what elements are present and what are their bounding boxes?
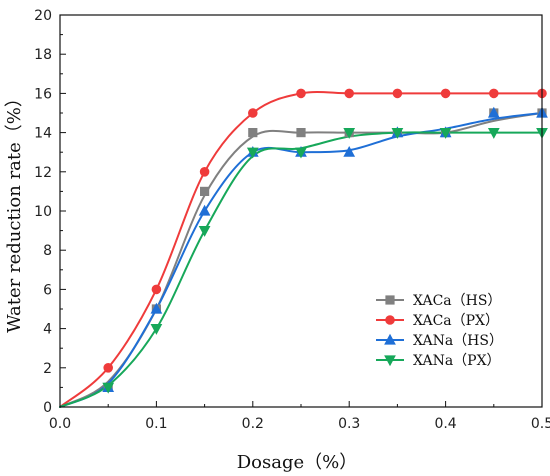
y-tick-label: 18 [34,47,52,63]
legend-label-1: XACa（PX） [413,313,499,329]
y-tick-label: 16 [34,86,52,102]
y-tick-label: 8 [43,243,52,259]
data-point-3 [246,147,259,159]
data-point-2 [150,302,163,314]
data-point-1 [344,88,355,99]
data-point-3 [487,128,500,139]
data-point-2 [343,145,356,157]
series-points-2 [102,106,548,392]
data-point-3 [391,128,404,139]
y-tick-label: 4 [43,322,52,338]
legend-item-1: XACa（PX） [376,313,499,329]
data-point-1 [103,362,113,373]
data-point-2 [198,204,211,216]
data-point-3 [102,382,115,394]
x-tick-label: 0.5 [531,416,550,432]
data-point-1 [488,88,499,99]
y-tick-label: 20 [34,8,52,24]
legend-label-0: XACa（HS） [413,293,501,309]
data-point-0 [199,186,210,196]
data-point-1 [151,284,162,295]
y-tick-label: 0 [43,400,52,416]
legend-label-2: XANa（HS） [413,333,503,349]
data-point-3 [150,324,163,335]
x-tick-label: 0.0 [49,416,71,432]
data-point-2 [487,106,500,118]
data-point-1 [199,167,210,177]
legend-item-3: XANa（PX） [376,353,501,369]
data-point-1 [392,88,403,99]
x-tick-label: 0.4 [434,416,456,432]
data-point-1 [248,108,258,118]
data-point-1 [440,88,451,99]
y-tick-label: 12 [34,165,52,181]
x-tick-label: 0.3 [338,416,360,432]
y-tick-label: 14 [34,126,52,142]
series-points-3 [102,128,548,394]
series-points-1 [103,88,547,373]
series-line-2 [59,112,543,408]
y-tick-label: 10 [34,204,52,220]
x-axis-label: Dosage（%） [237,452,358,473]
data-point-3 [198,226,211,237]
data-point-0 [296,127,306,138]
legend-item-2: XANa（HS） [376,333,503,349]
data-point-0 [248,127,258,138]
series-line-1 [59,90,543,408]
x-tick-label: 0.1 [145,416,167,432]
legend-label-3: XANa（PX） [413,353,501,369]
data-point-3 [295,147,307,159]
legend-marker-2 [384,333,396,345]
legend-item-0: XACa（HS） [376,293,501,309]
legend-marker-1 [385,315,395,325]
legend-marker-0 [385,295,395,305]
y-tick-label: 6 [43,282,52,298]
x-tick-label: 0.2 [242,416,264,432]
legend-marker-3 [384,355,396,367]
data-point-3 [439,128,452,139]
data-point-1 [296,88,306,99]
series-line-3 [59,131,543,408]
y-axis-label: Water reduction rate（%） [4,89,25,333]
y-tick-label: 2 [43,361,52,377]
data-point-3 [343,128,356,139]
